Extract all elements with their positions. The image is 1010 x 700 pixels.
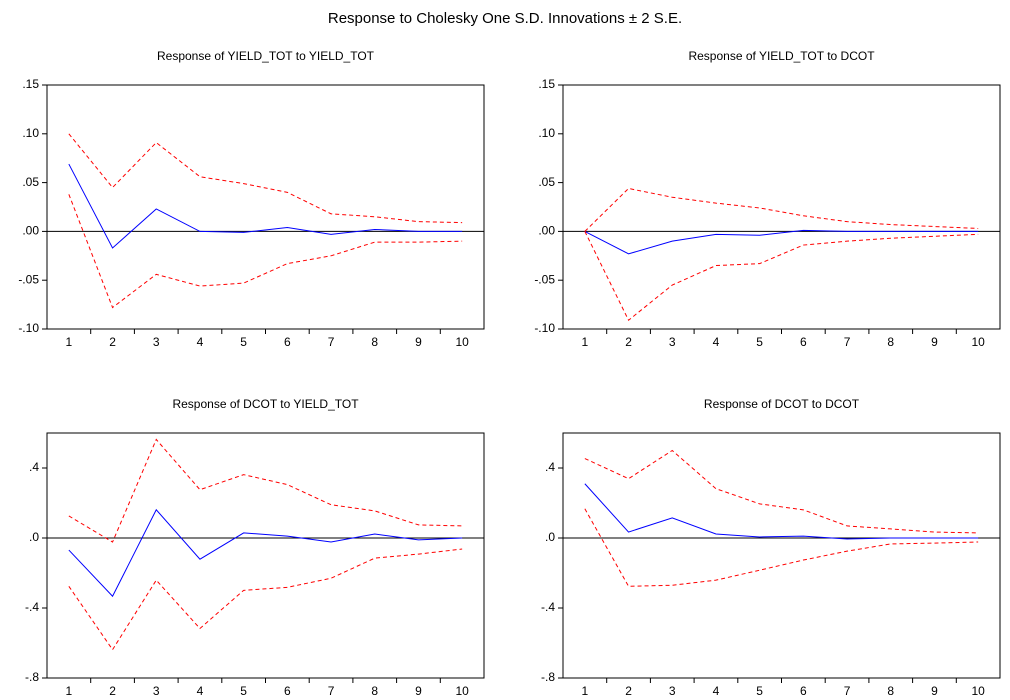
x-tick-label: 5 [756, 335, 763, 349]
x-tick-label: 2 [109, 684, 116, 698]
y-tick-label: -.8 [541, 670, 555, 684]
y-tick-label: -.4 [25, 600, 39, 614]
series-line [68, 163, 463, 249]
y-tick-label: .4 [545, 460, 555, 474]
y-tick-label: .15 [22, 77, 39, 91]
x-tick-label: 9 [415, 684, 422, 698]
series-line [584, 187, 979, 232]
panel-title: Response of DCOT to DCOT [704, 397, 860, 411]
x-tick-label: 7 [328, 684, 335, 698]
series-line [584, 508, 979, 587]
x-tick-label: 6 [800, 684, 807, 698]
x-tick-label: 1 [66, 335, 73, 349]
y-tick-label: -.10 [534, 321, 555, 335]
x-tick-label: 3 [669, 335, 676, 349]
series-line [68, 133, 463, 224]
x-tick-label: 5 [240, 684, 247, 698]
series-line [584, 483, 979, 540]
x-tick-label: 2 [109, 335, 116, 349]
series-line [68, 438, 463, 543]
y-tick-label: .10 [22, 126, 39, 140]
x-tick-label: 8 [371, 335, 378, 349]
x-tick-label: 5 [756, 684, 763, 698]
plot-frame [562, 432, 1001, 679]
x-tick-label: 9 [931, 684, 938, 698]
x-tick-label: 9 [931, 335, 938, 349]
series-line [68, 194, 463, 309]
series-line [584, 229, 979, 255]
x-tick-label: 1 [66, 684, 73, 698]
plot-frame [562, 84, 1001, 330]
x-tick-label: 4 [713, 684, 720, 698]
x-tick-label: 10 [971, 684, 985, 698]
figure-title: Response to Cholesky One S.D. Innovation… [328, 10, 682, 27]
y-tick-label: -.10 [18, 321, 39, 335]
series-line [68, 548, 463, 651]
y-tick-label: .05 [22, 175, 39, 189]
x-tick-label: 10 [971, 335, 985, 349]
series-line [584, 449, 979, 534]
x-tick-label: 4 [197, 335, 204, 349]
plot-frame [46, 432, 485, 679]
series-line [68, 508, 463, 598]
x-tick-label: 9 [415, 335, 422, 349]
y-tick-label: .05 [538, 175, 555, 189]
x-tick-label: 4 [713, 335, 720, 349]
panel-title: Response of DCOT to YIELD_TOT [172, 397, 359, 411]
x-tick-label: 8 [887, 335, 894, 349]
y-tick-label: .00 [538, 224, 555, 238]
y-tick-label: .00 [22, 224, 39, 238]
x-tick-label: 8 [371, 684, 378, 698]
y-tick-label: .0 [545, 530, 555, 544]
x-tick-label: 6 [284, 684, 291, 698]
y-tick-label: .4 [29, 460, 39, 474]
y-tick-label: .10 [538, 126, 555, 140]
x-tick-label: 8 [887, 684, 894, 698]
y-tick-label: -.05 [18, 272, 39, 286]
x-tick-label: 7 [844, 684, 851, 698]
x-tick-label: 6 [284, 335, 291, 349]
x-tick-label: 3 [669, 684, 676, 698]
panel-title: Response of YIELD_TOT to YIELD_TOT [157, 49, 375, 63]
panel-title: Response of YIELD_TOT to DCOT [688, 49, 875, 63]
y-tick-label: -.8 [25, 670, 39, 684]
y-tick-label: .15 [538, 77, 555, 91]
plot-frame [46, 84, 485, 330]
x-tick-label: 6 [800, 335, 807, 349]
x-tick-label: 3 [153, 684, 160, 698]
y-tick-label: -.4 [541, 600, 555, 614]
x-tick-label: 2 [625, 335, 632, 349]
series-line [584, 231, 979, 322]
y-tick-label: -.05 [534, 272, 555, 286]
x-tick-label: 1 [582, 335, 589, 349]
x-tick-label: 7 [844, 335, 851, 349]
x-tick-label: 10 [455, 335, 469, 349]
x-tick-label: 4 [197, 684, 204, 698]
x-tick-label: 10 [455, 684, 469, 698]
x-tick-label: 1 [582, 684, 589, 698]
x-tick-label: 2 [625, 684, 632, 698]
x-tick-label: 5 [240, 335, 247, 349]
x-tick-label: 3 [153, 335, 160, 349]
x-tick-label: 7 [328, 335, 335, 349]
y-tick-label: .0 [29, 530, 39, 544]
